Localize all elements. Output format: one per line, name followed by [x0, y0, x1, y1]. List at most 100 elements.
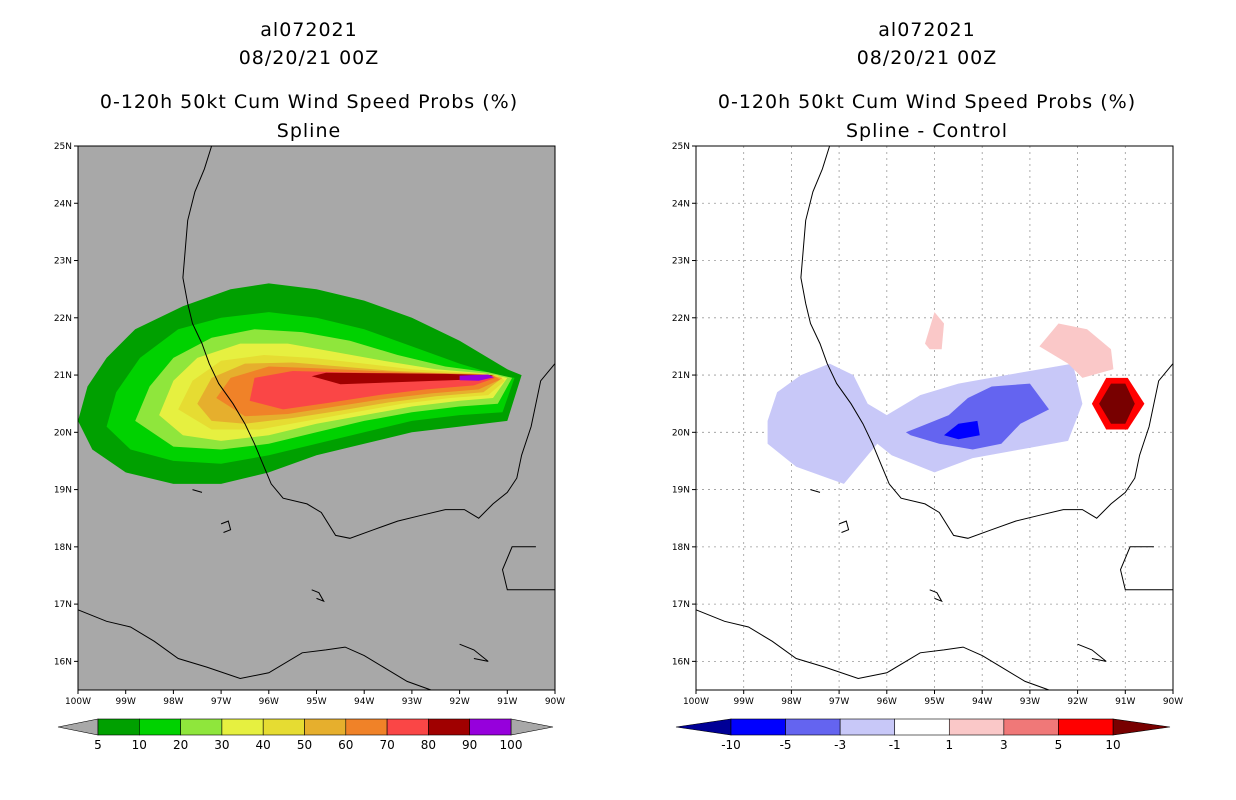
datetime-title: 08/20/21 00Z [238, 47, 380, 69]
colorbar-arrow-right [510, 718, 554, 736]
colorbar-swatch [304, 718, 347, 736]
colorbar-label: 30 [214, 738, 229, 752]
colorbar-label: 90 [462, 738, 477, 752]
colorbar-label: 20 [173, 738, 188, 752]
colorbar-label: 70 [379, 738, 394, 752]
x-tick-label: 94W [972, 697, 992, 707]
x-tick-label: 92W [1067, 697, 1087, 707]
colorbar-label: -10 [721, 738, 741, 752]
colorbar-label: 3 [1000, 738, 1008, 752]
x-tick-label: 91W [497, 697, 517, 707]
x-tick-label: 90W [1163, 697, 1183, 707]
left-panel: al072021 08/20/21 00Z 0-120h 50kt Cum Wi… [54, 19, 565, 752]
contour-level-90-9 [459, 374, 494, 381]
lake-outline [311, 589, 325, 603]
y-tick-label: 17N [672, 600, 690, 610]
subtitle: Spline - Control [845, 120, 1009, 142]
y-tick-label: 20N [672, 428, 690, 438]
y-tick-label: 19N [54, 486, 72, 496]
colorbar-label: 1 [945, 738, 953, 752]
colorbar-swatch [1003, 718, 1059, 736]
colorbar-arrow-left [57, 718, 99, 736]
colorbar-swatch [180, 718, 223, 736]
x-tick-label: 98W [781, 697, 801, 707]
y-tick-label: 21N [672, 371, 690, 381]
lake-outline [838, 520, 850, 533]
colorbar-swatch [1058, 718, 1114, 736]
colorbar-label: 10 [1105, 738, 1120, 752]
colorbar-swatch [345, 718, 388, 736]
subtitle: Spline [276, 120, 342, 142]
colorbar-arrow-right [1112, 718, 1171, 736]
colorbar-swatch [386, 718, 429, 736]
colorbar-label: 80 [421, 738, 436, 752]
contour-level-10-6 [1099, 383, 1135, 424]
y-tick-label: 22N [672, 314, 690, 324]
x-tick-label: 93W [1020, 697, 1040, 707]
x-tick-label: 93W [402, 697, 422, 707]
x-tick-label: 96W [877, 697, 897, 707]
colorbar-label: -3 [834, 738, 846, 752]
lake-outline [810, 489, 821, 493]
lake-outline [459, 643, 489, 662]
x-tick-label: 99W [116, 697, 136, 707]
lake-outline [1077, 643, 1107, 662]
colorbar-label: 5 [1055, 738, 1063, 752]
lake-outline [220, 520, 232, 533]
y-tick-label: 19N [672, 486, 690, 496]
y-tick-label: 16N [54, 657, 72, 667]
product-title: 0-120h 50kt Cum Wind Speed Probs (%) [99, 91, 519, 113]
colorbar-label: 60 [338, 738, 353, 752]
colorbar-label: 40 [256, 738, 271, 752]
colorbar-swatch [948, 718, 1005, 736]
right-panel: al072021 08/20/21 00Z 0-120h 50kt Cum Wi… [618, 0, 1236, 800]
storm-id-title: al072021 [260, 19, 358, 41]
y-tick-label: 23N [54, 257, 72, 267]
colorbar-swatch [139, 718, 181, 736]
colorbar-swatch [428, 718, 470, 736]
x-tick-label: 94W [354, 697, 374, 707]
contour-level-neg5-2 [944, 420, 980, 440]
difference-map-chart: 100W 99W 98W 97W 96W 95W 94W 93W 92W 91W 90W 16N 17N… [672, 142, 1183, 752]
colorbar-swatch [97, 718, 140, 736]
y-tick-label: 21N [54, 371, 72, 381]
colorbar-swatch [839, 718, 896, 736]
colorbar-label: 10 [132, 738, 147, 752]
pacific-coastline [77, 609, 432, 691]
y-tick-label: 25N [672, 142, 690, 152]
colorbar-arrow-left [675, 718, 732, 736]
y-tick-label: 24N [672, 199, 690, 209]
colorbar-swatch [730, 718, 786, 736]
colorbar-swatch [469, 718, 512, 736]
y-tick-label: 22N [54, 314, 72, 324]
y-tick-label: 24N [54, 199, 72, 209]
contour-level-1-3 [925, 312, 944, 350]
contour-level-80-8 [311, 372, 493, 385]
x-tick-label: 91W [1115, 697, 1135, 707]
pacific-coastline [695, 609, 1050, 691]
colorbar-swatch [785, 718, 841, 736]
y-tick-label: 17N [54, 600, 72, 610]
datetime-title: 08/20/21 00Z [856, 47, 998, 69]
y-tick-label: 23N [672, 257, 690, 267]
x-tick-label: 99W [734, 697, 754, 707]
x-tick-label: 98W [163, 697, 183, 707]
y-tick-label: 25N [54, 142, 72, 152]
probability-map-chart: 100W 99W 98W 97W 96W 95W 94W 93W 92W 91W 90W 16N 17N… [54, 142, 565, 752]
colorbar-label: -5 [780, 738, 792, 752]
x-tick-label: 97W [829, 697, 849, 707]
contour-level-1-4 [1039, 323, 1114, 378]
colorbar-label: 5 [94, 738, 102, 752]
x-tick-label: 92W [449, 697, 469, 707]
x-tick-label: 90W [545, 697, 565, 707]
y-tick-label: 16N [672, 657, 690, 667]
x-tick-label: 100W [65, 697, 91, 707]
x-tick-label: 97W [211, 697, 231, 707]
coastline [800, 145, 1174, 539]
colorbar-swatch [221, 718, 264, 736]
colorbar-label: 50 [297, 738, 312, 752]
y-tick-label: 20N [54, 428, 72, 438]
contour-level-neg3-1 [905, 383, 1049, 450]
colorbar-label: -1 [889, 738, 901, 752]
x-tick-label: 95W [306, 697, 326, 707]
